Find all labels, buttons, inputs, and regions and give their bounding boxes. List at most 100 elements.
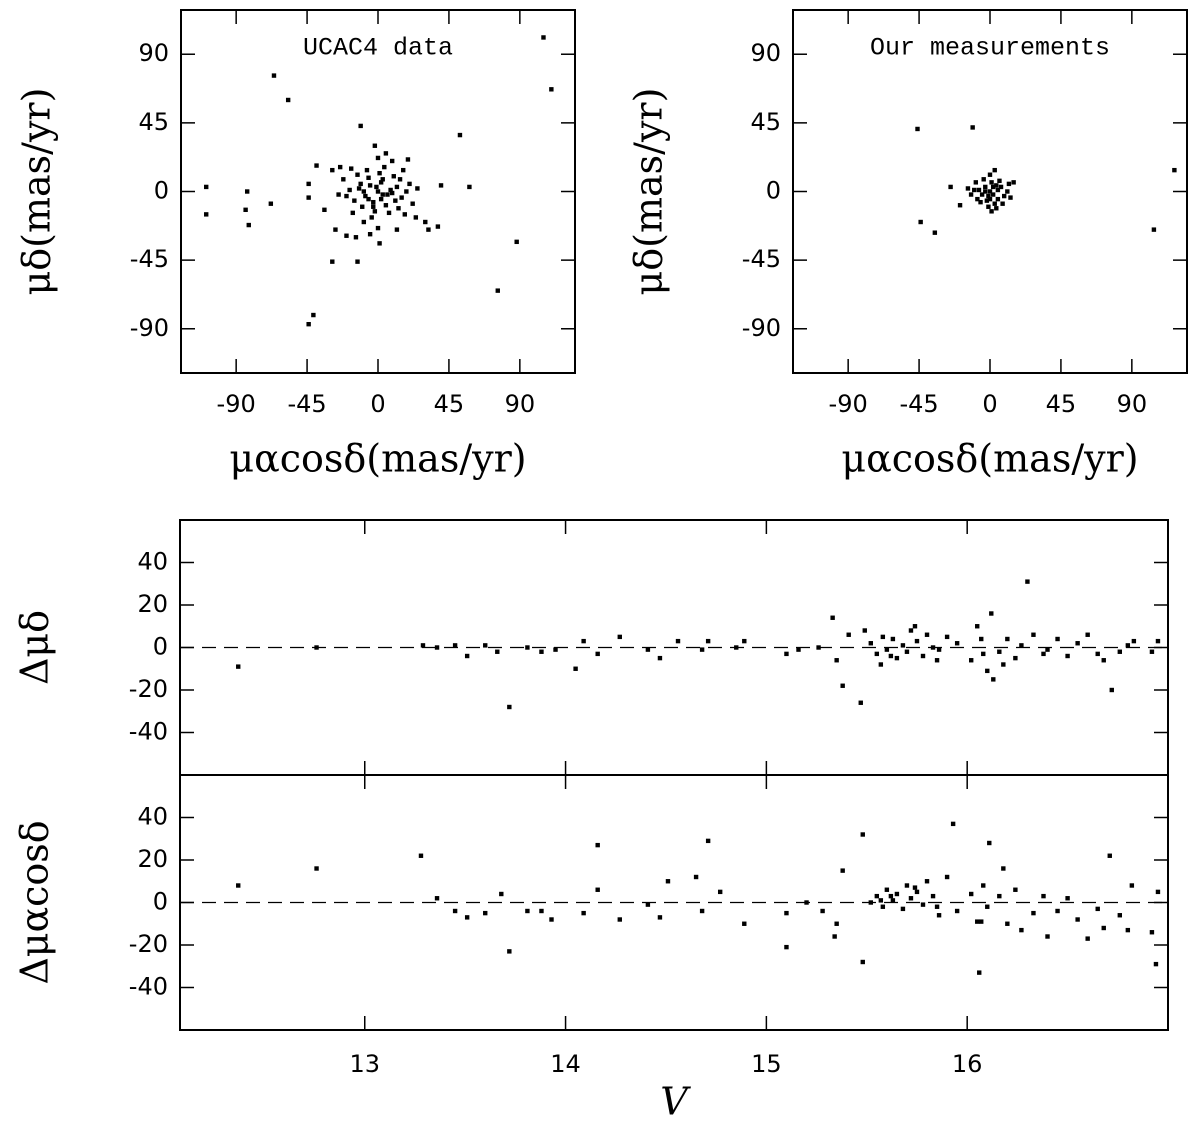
data-point — [401, 167, 406, 173]
data-point — [457, 132, 463, 138]
data-point — [507, 949, 512, 954]
data-point — [975, 624, 980, 629]
data-point — [236, 664, 241, 669]
data-point — [924, 632, 930, 637]
y-tick-label: -45 — [742, 245, 781, 273]
data-point — [396, 206, 401, 211]
data-point — [438, 183, 444, 188]
data-point — [904, 649, 910, 654]
x-tick-label: 15 — [751, 1050, 782, 1078]
data-point — [890, 898, 896, 903]
data-point — [383, 203, 389, 208]
data-point — [832, 934, 837, 939]
x-tick-label: -45 — [287, 390, 326, 418]
data-point — [986, 204, 991, 209]
data-point — [957, 203, 963, 208]
data-point — [1055, 908, 1060, 914]
data-point — [1013, 655, 1018, 661]
data-point — [994, 183, 999, 188]
data-point — [1125, 643, 1131, 648]
data-point — [344, 233, 349, 238]
data-point — [860, 832, 865, 837]
y-tick-label: 40 — [137, 803, 168, 831]
data-point — [997, 178, 1002, 184]
data-point — [483, 910, 488, 916]
data-point — [244, 189, 250, 194]
data-point — [1065, 653, 1070, 659]
data-point — [994, 206, 999, 211]
data-point — [372, 209, 378, 214]
data-point — [389, 190, 395, 196]
data-point — [1001, 193, 1007, 199]
data-point — [1095, 906, 1100, 912]
data-point — [1008, 195, 1013, 200]
y-tick-label: -90 — [130, 314, 169, 342]
data-point — [407, 181, 412, 187]
data-point — [405, 157, 411, 162]
data-point — [380, 192, 385, 197]
x-tick-label: 90 — [1117, 390, 1148, 418]
data-point — [1095, 651, 1100, 657]
panel: -90 -45 0 45 90 -90 -45 0 45 90 UCAC4 data μαcosδ(m… — [15, 9, 576, 481]
data-point — [992, 167, 997, 173]
data-point — [890, 636, 896, 642]
y-tick-label: 40 — [137, 548, 168, 576]
data-point — [986, 193, 991, 199]
chart-title: UCAC4 data — [303, 34, 453, 63]
data-point — [954, 908, 960, 914]
data-point — [399, 195, 404, 200]
data-point — [989, 180, 994, 185]
data-point — [816, 645, 821, 650]
data-point — [1085, 936, 1090, 941]
data-point — [665, 879, 671, 884]
data-point — [360, 204, 365, 209]
data-point — [878, 662, 884, 667]
data-point — [337, 164, 343, 170]
data-point — [1065, 896, 1070, 901]
y-tick-label: 0 — [153, 888, 168, 916]
data-point — [950, 821, 956, 827]
data-point — [595, 887, 600, 892]
data-point — [1005, 636, 1010, 642]
data-point — [389, 158, 395, 164]
data-point — [932, 230, 938, 235]
data-point — [366, 196, 371, 202]
data-point — [900, 906, 906, 912]
data-point — [908, 628, 914, 633]
y-tick-label: -40 — [129, 973, 168, 1001]
data-point — [699, 647, 705, 652]
data-point — [1149, 649, 1155, 654]
data-point — [1045, 647, 1050, 652]
data-point — [998, 184, 1004, 190]
data-point — [525, 908, 530, 914]
data-point — [918, 219, 923, 225]
data-point — [306, 321, 311, 327]
data-point — [834, 658, 839, 663]
data-point — [344, 193, 349, 199]
data-point — [367, 232, 373, 237]
data-point — [705, 638, 711, 644]
data-point — [410, 201, 415, 206]
data-point — [369, 215, 374, 220]
data-point — [976, 187, 982, 193]
x-tick-label: 16 — [952, 1050, 983, 1078]
data-point — [904, 883, 910, 888]
data-point — [840, 868, 845, 873]
data-point — [495, 649, 500, 654]
data-point — [434, 896, 440, 901]
data-point — [657, 655, 663, 661]
data-point — [934, 904, 940, 909]
data-point — [1151, 227, 1157, 232]
data-point — [995, 187, 1001, 193]
data-point — [1109, 687, 1114, 693]
panel: -90 -45 0 45 90 -90 -45 0 45 90 Our measurements μα… — [627, 9, 1188, 481]
data-point — [1101, 925, 1106, 931]
data-point — [930, 893, 936, 899]
data-point — [804, 900, 809, 905]
data-point — [285, 97, 291, 103]
data-point — [657, 915, 663, 920]
data-point — [341, 177, 346, 182]
data-point — [1006, 181, 1012, 187]
data-point — [888, 893, 894, 899]
